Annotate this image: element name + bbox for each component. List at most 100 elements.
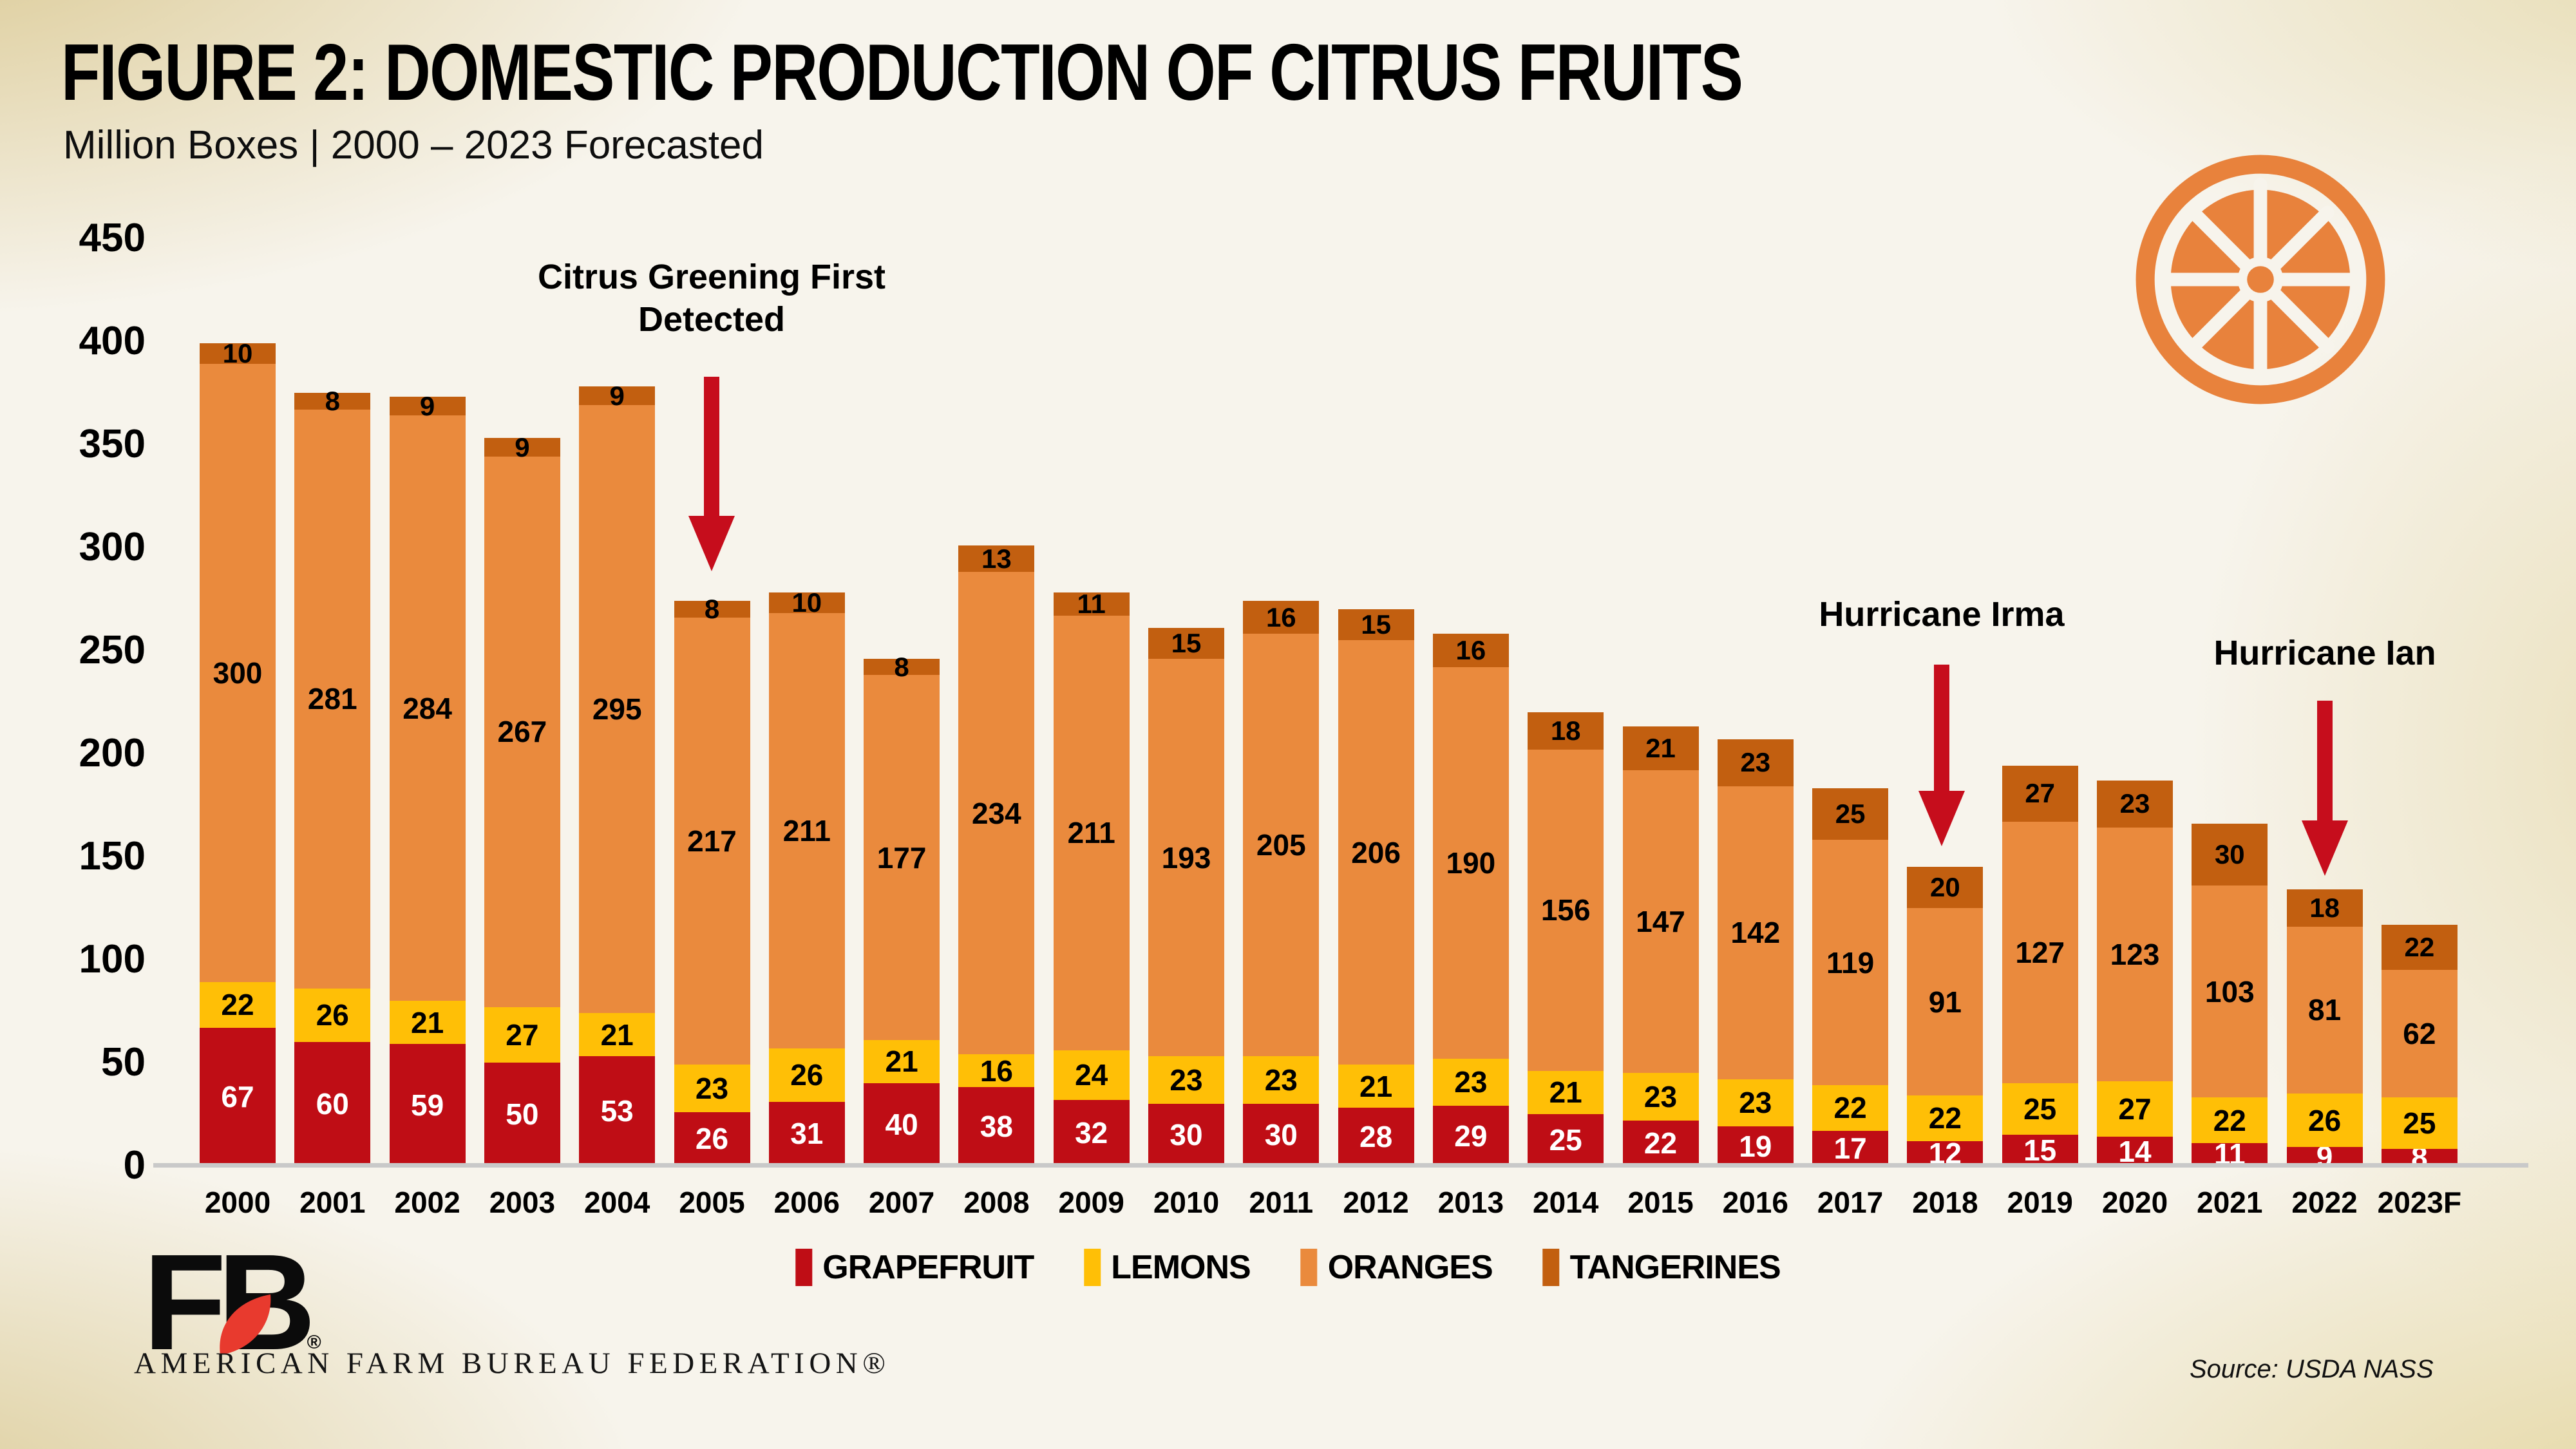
segment-oranges-2019: 127 xyxy=(2002,821,2078,1083)
value-label-lemons-2019: 25 xyxy=(2023,1092,2057,1126)
segment-lemons-2023F: 25 xyxy=(2381,1097,2458,1150)
segment-oranges-2014: 156 xyxy=(1528,749,1604,1071)
segment-grapefruit-2006: 31 xyxy=(768,1101,845,1166)
value-label-grapefruit-2006: 31 xyxy=(790,1117,824,1151)
year-label-2021: 2021 xyxy=(2197,1186,2263,1219)
segment-lemons-2011: 23 xyxy=(1243,1056,1320,1104)
segment-grapefruit-2012: 28 xyxy=(1338,1108,1414,1166)
value-label-lemons-2021: 22 xyxy=(2213,1103,2246,1137)
segment-tangerines-2015: 21 xyxy=(1622,726,1699,770)
value-label-tangerines-2009: 11 xyxy=(1077,588,1106,619)
segment-grapefruit-2019: 15 xyxy=(2002,1133,2078,1167)
value-label-oranges-2020: 123 xyxy=(2110,937,2160,971)
segment-lemons-2013: 23 xyxy=(1432,1058,1509,1106)
value-label-tangerines-2002: 9 xyxy=(419,390,435,421)
segment-oranges-2015: 147 xyxy=(1622,770,1699,1073)
segment-lemons-2004: 21 xyxy=(579,1013,656,1057)
segment-grapefruit-2013: 29 xyxy=(1432,1106,1509,1166)
value-label-tangerines-2022: 18 xyxy=(2309,892,2340,923)
value-label-oranges-2000: 300 xyxy=(213,656,263,690)
value-label-tangerines-2005: 8 xyxy=(704,593,720,624)
value-label-grapefruit-2020: 14 xyxy=(2118,1134,2152,1168)
value-label-oranges-2021: 103 xyxy=(2204,974,2255,1009)
value-label-lemons-2001: 26 xyxy=(316,998,349,1032)
afbf-logo-leaf-icon xyxy=(220,1294,271,1355)
y-tick-450: 450 xyxy=(79,216,146,260)
page-subtitle: Million Boxes | 2000 – 2023 Forecasted xyxy=(63,123,764,167)
value-label-tangerines-2018: 20 xyxy=(1930,872,1960,902)
segment-lemons-2021: 22 xyxy=(2192,1097,2268,1143)
year-label-2013: 2013 xyxy=(1437,1186,1504,1219)
segment-lemons-2010: 23 xyxy=(1148,1056,1224,1104)
y-tick-150: 150 xyxy=(79,834,146,878)
segment-lemons-2008: 16 xyxy=(958,1054,1035,1088)
segment-grapefruit-2002: 59 xyxy=(389,1044,466,1166)
value-label-oranges-2012: 206 xyxy=(1351,835,1401,869)
value-label-oranges-2013: 190 xyxy=(1446,846,1496,880)
value-label-tangerines-2013: 16 xyxy=(1455,634,1486,665)
segment-tangerines-2004: 9 xyxy=(579,381,656,411)
value-label-oranges-2016: 142 xyxy=(1730,916,1781,950)
value-label-tangerines-2010: 15 xyxy=(1171,627,1202,658)
value-label-oranges-2019: 127 xyxy=(2015,935,2065,969)
value-label-oranges-2001: 281 xyxy=(307,682,357,716)
segment-lemons-2016: 23 xyxy=(1717,1079,1794,1127)
year-label-2003: 2003 xyxy=(489,1186,556,1219)
value-label-lemons-2014: 21 xyxy=(1549,1075,1582,1110)
segment-tangerines-2017: 25 xyxy=(1812,788,1889,840)
year-label-2015: 2015 xyxy=(1627,1186,1694,1219)
segment-grapefruit-2018: 12 xyxy=(1907,1137,1984,1170)
value-label-lemons-2018: 22 xyxy=(1928,1101,1962,1135)
year-label-2022: 2022 xyxy=(2291,1186,2358,1219)
segment-grapefruit-2011: 30 xyxy=(1243,1104,1320,1166)
value-label-lemons-2013: 23 xyxy=(1454,1065,1488,1099)
segment-lemons-2003: 27 xyxy=(484,1007,560,1063)
segment-lemons-2014: 21 xyxy=(1528,1070,1604,1114)
value-label-grapefruit-2014: 25 xyxy=(1549,1123,1582,1157)
segment-oranges-2010: 193 xyxy=(1148,658,1224,1057)
year-label-2014: 2014 xyxy=(1533,1186,1599,1219)
value-label-oranges-2017: 119 xyxy=(1826,945,1875,980)
value-label-grapefruit-2017: 17 xyxy=(1833,1131,1867,1165)
year-label-2016: 2016 xyxy=(1722,1186,1788,1219)
segment-lemons-2000: 22 xyxy=(200,982,276,1028)
segment-oranges-2008: 234 xyxy=(958,572,1035,1055)
year-label-2009: 2009 xyxy=(1058,1186,1124,1219)
annotation-citrus-line1: Citrus Greening First xyxy=(537,258,886,296)
year-label-2017: 2017 xyxy=(1817,1186,1884,1219)
value-label-oranges-2005: 217 xyxy=(687,824,737,858)
year-label-2023F: 2023F xyxy=(2377,1186,2462,1219)
value-label-grapefruit-2002: 59 xyxy=(411,1088,444,1122)
legend-swatch-lemons xyxy=(1084,1249,1101,1286)
segment-lemons-2017: 22 xyxy=(1812,1085,1889,1131)
segment-oranges-2009: 211 xyxy=(1053,615,1130,1050)
value-label-tangerines-2019: 27 xyxy=(2025,778,2056,809)
segment-tangerines-2009: 11 xyxy=(1053,589,1130,619)
segment-oranges-2022: 81 xyxy=(2286,926,2363,1094)
segment-grapefruit-2005: 26 xyxy=(674,1112,750,1166)
value-label-tangerines-2008: 13 xyxy=(981,543,1012,574)
segment-grapefruit-2014: 25 xyxy=(1528,1114,1604,1166)
segment-oranges-2002: 284 xyxy=(389,415,466,1001)
year-label-2006: 2006 xyxy=(773,1186,840,1219)
segment-tangerines-2018: 20 xyxy=(1907,867,1984,908)
value-label-oranges-2002: 284 xyxy=(402,691,452,725)
segment-tangerines-2019: 27 xyxy=(2002,766,2078,822)
segment-tangerines-2014: 18 xyxy=(1528,712,1604,750)
value-label-tangerines-2020: 23 xyxy=(2119,788,2150,819)
value-label-lemons-2016: 23 xyxy=(1739,1086,1772,1120)
annotation-hurricane-irma: Hurricane Irma xyxy=(1748,594,2135,636)
segment-oranges-2020: 123 xyxy=(2097,828,2173,1081)
legend-label-oranges: ORANGES xyxy=(1327,1249,1493,1286)
value-label-tangerines-2001: 8 xyxy=(325,385,340,416)
segment-oranges-2021: 103 xyxy=(2192,885,2268,1098)
afbf-logo-registered-mark: ® xyxy=(307,1332,321,1353)
value-label-tangerines-2015: 21 xyxy=(1645,732,1676,763)
segment-lemons-2009: 24 xyxy=(1053,1050,1130,1100)
segment-tangerines-2021: 30 xyxy=(2192,823,2268,886)
value-label-grapefruit-2003: 50 xyxy=(506,1097,539,1131)
value-label-grapefruit-2008: 38 xyxy=(980,1110,1013,1144)
segment-tangerines-2008: 13 xyxy=(958,543,1035,574)
